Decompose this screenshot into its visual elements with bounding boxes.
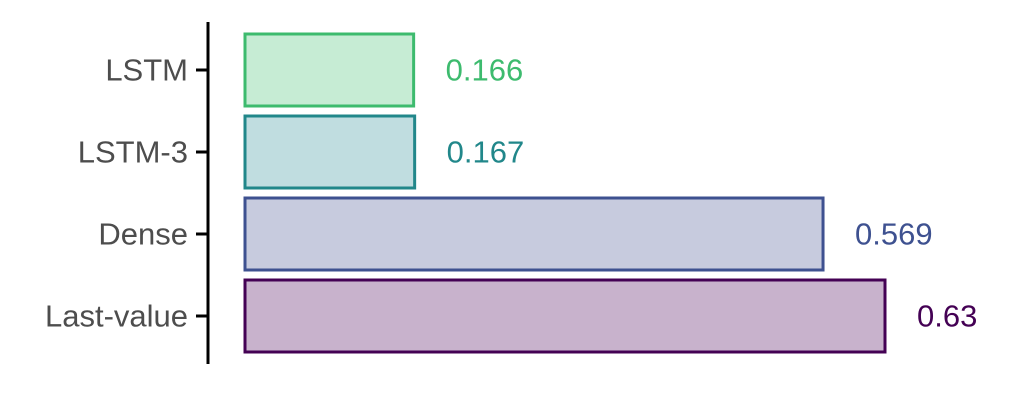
data-label: 0.166 [446,53,524,88]
y-tick-label: Last-value [45,299,188,334]
data-label: 0.167 [447,135,525,170]
y-tick-label: Dense [98,217,188,252]
bar-dense [243,196,825,272]
data-label: 0.569 [855,217,933,252]
bar-last-value [243,278,887,354]
data-label: 0.63 [917,299,977,334]
y-tick-label: LSTM [105,53,188,88]
bar-lstm-3 [243,114,417,190]
bar-lstm [243,32,416,108]
y-tick-label: LSTM-3 [78,135,188,170]
